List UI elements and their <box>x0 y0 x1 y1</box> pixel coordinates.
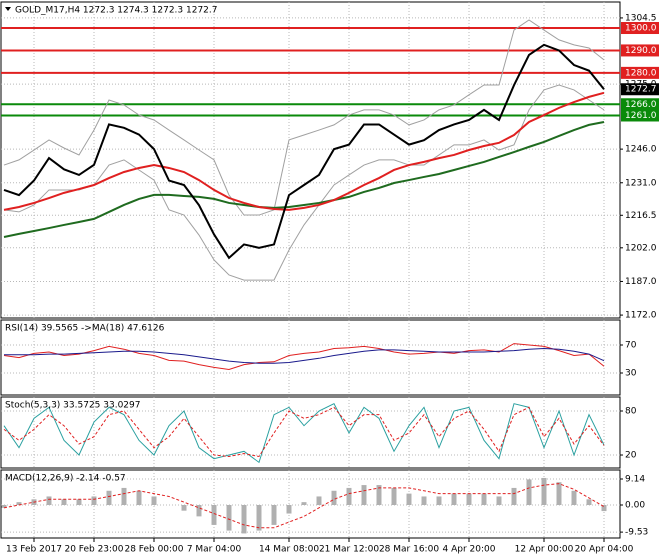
x-tick-label: 12 Apr 00:00 <box>515 545 574 555</box>
panel-frame <box>0 319 621 396</box>
x-tick-label: 28 Feb 00:00 <box>124 545 183 555</box>
level-label-box <box>621 44 659 57</box>
series-line <box>3 483 605 529</box>
y-tick-label: 1304.5 <box>625 13 657 23</box>
x-tick-label: 7 Mar 04:00 <box>187 545 242 555</box>
y-tick-label: 1202.0 <box>625 243 657 253</box>
level-label-box <box>621 66 659 79</box>
level-label-box <box>621 109 659 122</box>
last-price-box <box>621 83 659 96</box>
series-line <box>3 343 605 371</box>
y-tick-label: 20 <box>625 451 637 461</box>
panel-title: MACD(12,26,9) -2.14 -0.57 <box>5 474 126 484</box>
panel-frame <box>0 1 621 319</box>
y-tick-label: 1216.5 <box>625 211 657 221</box>
panel-frame <box>0 396 621 469</box>
panel-title: GOLD_M17,H4 1272.3 1274.3 1272.3 1272.7 <box>15 6 217 16</box>
series-line <box>4 348 605 364</box>
panel-title: RSI(14) 39.5565 ->MA(18) 47.6126 <box>5 324 165 334</box>
series-line <box>3 121 605 239</box>
panel-frame <box>0 469 621 539</box>
series-line <box>3 91 605 211</box>
y-tick-label: 0.00 <box>625 500 645 510</box>
x-tick-label: 28 Mar 16:00 <box>379 545 439 555</box>
y-tick-label: 1172.0 <box>625 311 657 321</box>
level-label: 1280.0 <box>625 68 657 78</box>
x-tick-label: 14 Mar 08:00 <box>259 545 319 555</box>
title-arrow <box>5 7 11 11</box>
level-label-box <box>621 22 659 35</box>
x-tick-label: 13 Feb 2017 <box>6 545 62 555</box>
level-label-box <box>621 98 659 111</box>
y-tick-label: 80 <box>625 407 637 417</box>
y-tick-label: 1246.0 <box>625 145 657 155</box>
last-price-label: 1272.7 <box>625 85 657 95</box>
y-tick-label: 9.14 <box>625 474 645 484</box>
level-label: 1261.0 <box>625 111 657 121</box>
x-tick-label: 20 Apr 04:00 <box>575 545 634 555</box>
level-label: 1300.0 <box>625 24 657 34</box>
y-tick-label: 1187.0 <box>625 277 657 287</box>
x-tick-label: 20 Feb 23:00 <box>64 545 123 555</box>
y-tick-label: 30 <box>625 369 637 379</box>
level-label: 1266.0 <box>625 100 657 110</box>
y-tick-label: -9.53 <box>625 528 648 538</box>
y-tick-label: 1231.0 <box>625 178 657 188</box>
series-line <box>3 84 605 281</box>
x-tick-label: 21 Mar 12:00 <box>319 545 379 555</box>
series-line <box>3 19 605 216</box>
x-tick-label: 4 Apr 20:00 <box>443 545 496 555</box>
level-label: 1290.0 <box>625 46 657 56</box>
panel-title: Stoch(5,3,3) 33.5725 33.0297 <box>5 401 140 411</box>
y-tick-label: 70 <box>625 341 637 351</box>
series-line <box>3 43 605 260</box>
